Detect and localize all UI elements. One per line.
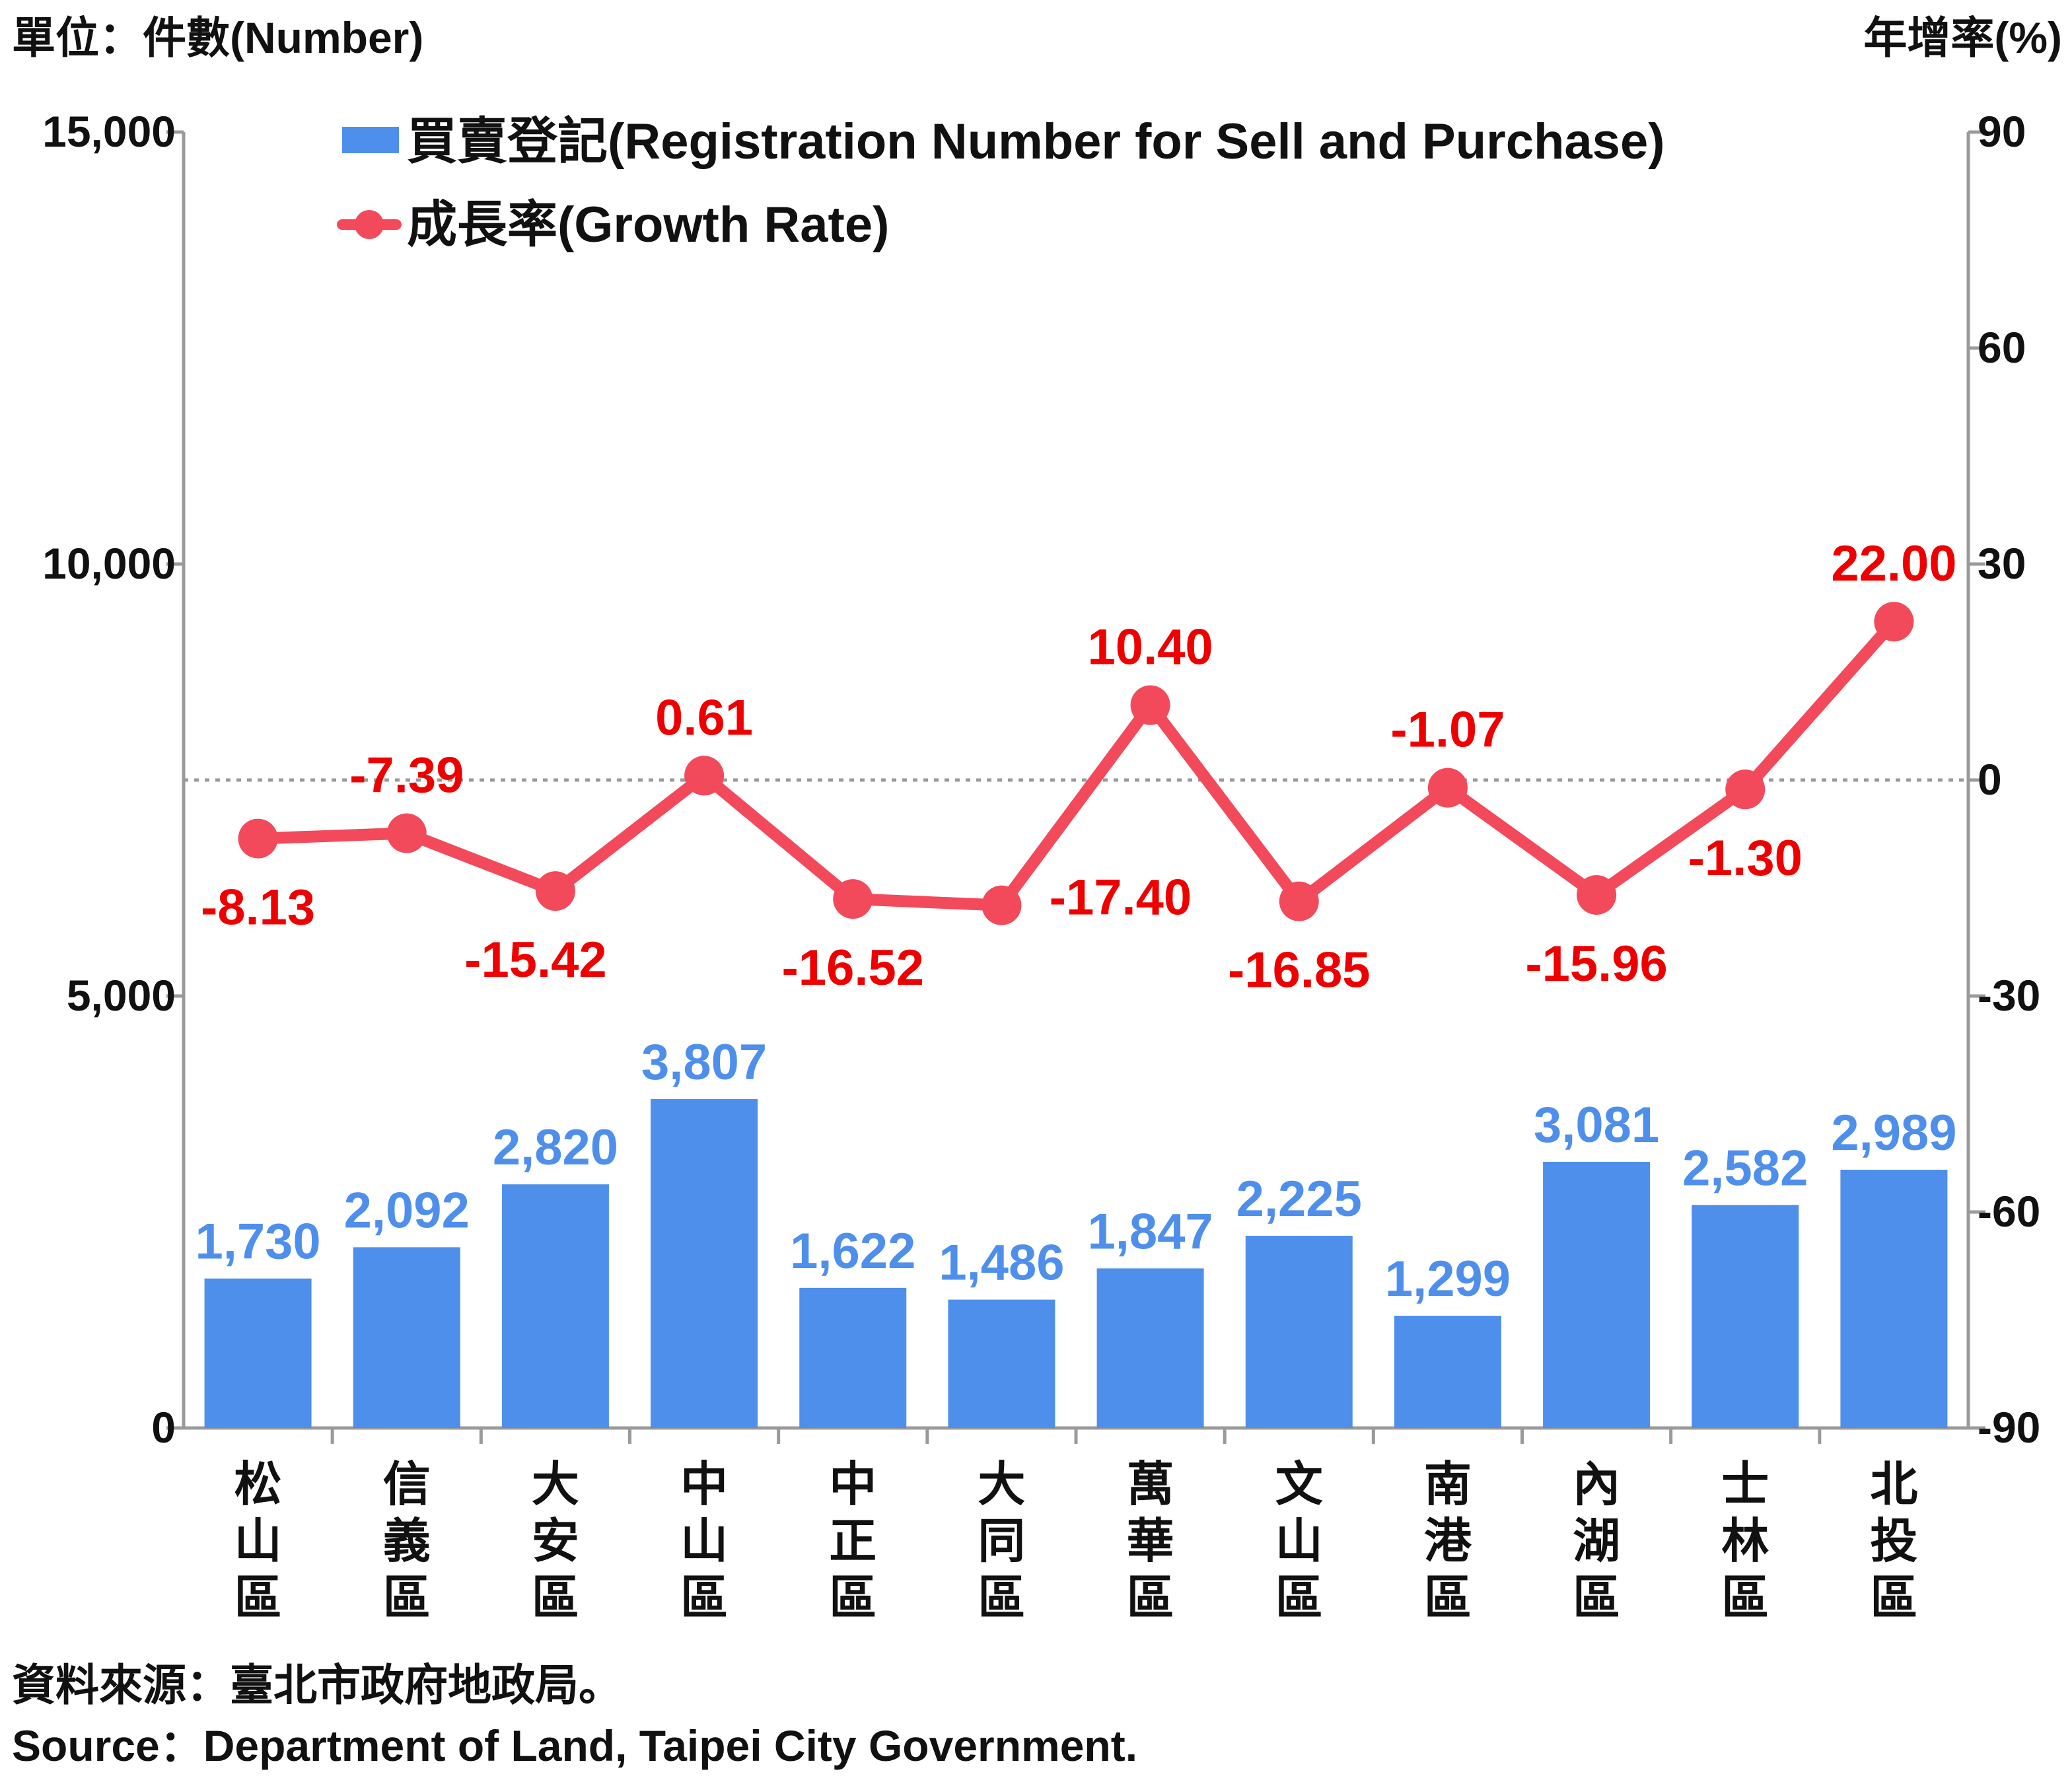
legend-line-label: 成長率(Growth Rate) xyxy=(407,197,889,253)
growth-rate-data-label: -1.30 xyxy=(1688,830,1803,886)
right-tick-label: 90 xyxy=(1978,107,2026,156)
growth-rate-point xyxy=(1130,685,1170,725)
right-axis-unit: 年增率(%) xyxy=(1863,13,2062,62)
growth-rate-point xyxy=(833,879,873,919)
bar xyxy=(799,1287,907,1428)
growth-rate-point xyxy=(684,756,725,796)
bar xyxy=(1096,1268,1204,1428)
growth-rate-point xyxy=(1427,767,1468,808)
left-tick-label: 0 xyxy=(151,1403,176,1452)
category-label: 北投區 xyxy=(1870,1458,1917,1625)
bar-data-label: 2,092 xyxy=(344,1182,470,1238)
bar-data-label: 1,486 xyxy=(939,1235,1064,1291)
bar xyxy=(1245,1235,1353,1428)
right-tick-label: -30 xyxy=(1978,971,2040,1020)
growth-rate-data-label: -15.42 xyxy=(464,932,607,988)
bar-data-label: 1,622 xyxy=(790,1223,915,1279)
legend-bar-swatch xyxy=(342,127,399,153)
bar xyxy=(1394,1316,1501,1428)
bar xyxy=(204,1278,312,1428)
right-tick-label: -90 xyxy=(1978,1403,2040,1452)
growth-rate-data-label: -15.96 xyxy=(1525,936,1668,992)
growth-rate-data-label: -17.40 xyxy=(1050,870,1192,926)
right-tick-label: 60 xyxy=(1978,323,2026,372)
category-label: 中山區 xyxy=(680,1458,728,1625)
category-label: 松山區 xyxy=(234,1458,282,1625)
plot-area: 0 5,000 10,000 15,000 -90 -60 -30 0 30 60 90 1,730 2… xyxy=(42,107,2040,1625)
growth-rate-point xyxy=(1279,881,1319,921)
bar xyxy=(948,1299,1055,1428)
category-label: 中正區 xyxy=(829,1458,876,1625)
category-label: 大同區 xyxy=(978,1458,1025,1625)
bar-data-label: 2,989 xyxy=(1831,1105,1956,1161)
category-label: 士林區 xyxy=(1721,1458,1769,1625)
bar-data-label: 1,847 xyxy=(1087,1203,1213,1260)
growth-rate-point xyxy=(1725,769,1766,810)
growth-rate-data-label: -7.39 xyxy=(349,748,464,804)
legend: 買賣登記(Registration Number for Sell and Pu… xyxy=(337,114,1665,253)
growth-rate-point xyxy=(1577,874,1617,915)
source-en: Source：Department of Land, Taipei City G… xyxy=(12,1721,1137,1770)
growth-rate-data-label: -16.52 xyxy=(782,940,925,996)
source-zh: 資料來源：臺北市政府地政局。 xyxy=(12,1660,622,1709)
category-label: 信義區 xyxy=(383,1458,431,1625)
bar-data-label: 1,730 xyxy=(195,1214,320,1270)
bar xyxy=(1543,1162,1651,1428)
growth-rate-line xyxy=(252,616,1900,911)
bar-data-label: 3,081 xyxy=(1534,1097,1659,1153)
legend-bar-label: 買賣登記(Registration Number for Sell and Pu… xyxy=(407,114,1665,170)
bar-data-label: 2,225 xyxy=(1236,1171,1362,1227)
right-tick-label: -60 xyxy=(1978,1187,2040,1236)
bar-data-label: 2,582 xyxy=(1682,1140,1808,1196)
right-tick-label: 0 xyxy=(1978,755,2002,804)
bar xyxy=(501,1184,609,1428)
left-tick-label: 5,000 xyxy=(67,971,176,1020)
bar xyxy=(353,1247,460,1428)
growth-rate-data-label: 22.00 xyxy=(1831,536,1956,592)
bar xyxy=(1692,1205,1799,1428)
bar xyxy=(1840,1170,1948,1428)
growth-rate-point xyxy=(386,813,427,853)
left-tick-label: 15,000 xyxy=(42,107,176,156)
growth-rate-point xyxy=(982,885,1022,925)
growth-rate-data-label: -1.07 xyxy=(1390,702,1505,758)
growth-rate-data-label: -16.85 xyxy=(1228,943,1371,999)
left-tick-label: 10,000 xyxy=(42,539,176,588)
legend-line-marker xyxy=(355,210,384,239)
growth-rate-data-label: 0.61 xyxy=(655,690,753,746)
category-label: 文山區 xyxy=(1275,1458,1323,1625)
right-tick-label: 30 xyxy=(1978,539,2026,588)
category-label: 南港區 xyxy=(1424,1458,1472,1625)
growth-rate-point xyxy=(238,818,278,859)
growth-rate-data-label: -8.13 xyxy=(201,880,315,936)
bar-data-label: 3,807 xyxy=(641,1034,767,1090)
category-label: 萬華區 xyxy=(1127,1458,1174,1625)
bar-data-label: 1,299 xyxy=(1385,1251,1511,1307)
bar-data-label: 2,820 xyxy=(493,1120,618,1176)
bar xyxy=(651,1099,758,1428)
growth-rate-point xyxy=(535,871,575,911)
category-label: 大安區 xyxy=(532,1458,579,1625)
growth-rate-point xyxy=(1874,602,1914,642)
left-axis-unit: 單位：件數(Number) xyxy=(12,13,423,62)
category-label: 內湖區 xyxy=(1573,1458,1620,1625)
growth-rate-data-label: 10.40 xyxy=(1087,620,1213,676)
